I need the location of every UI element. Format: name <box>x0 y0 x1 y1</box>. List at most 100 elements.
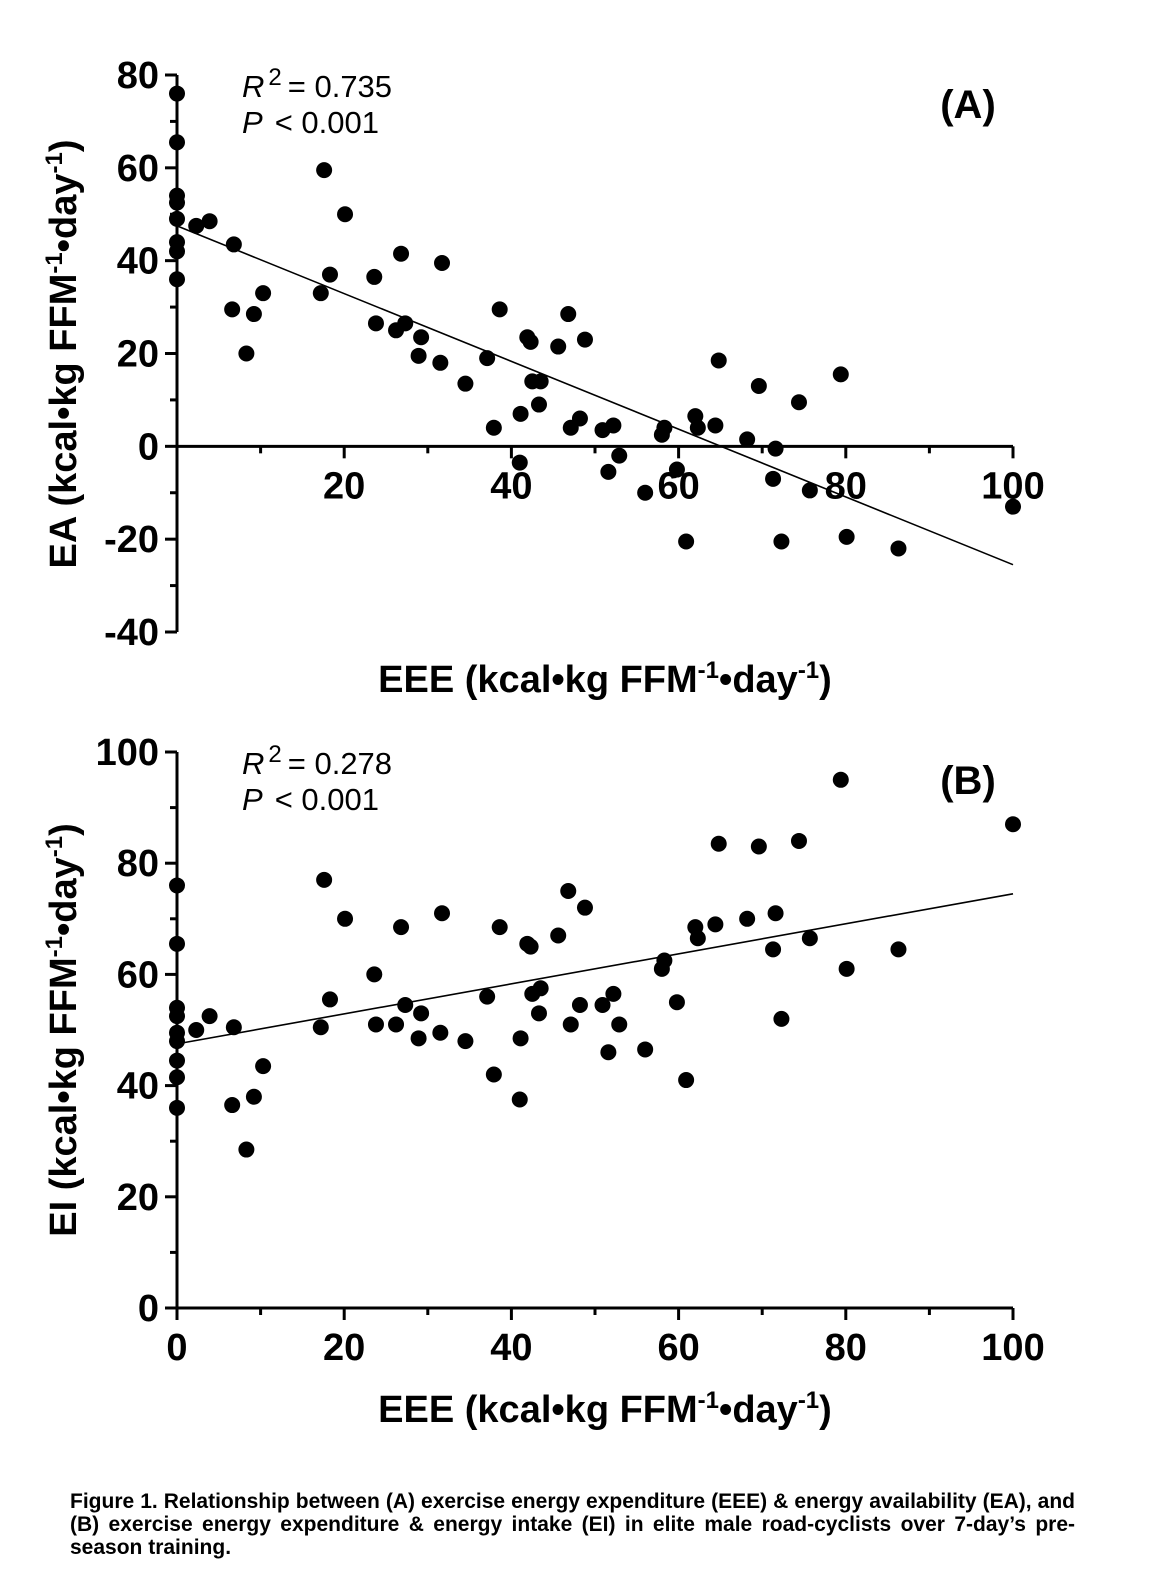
x-tick-label: 0 <box>166 1327 187 1369</box>
data-point <box>169 1033 185 1050</box>
data-point <box>169 243 185 260</box>
y-tick-label: 0 <box>138 1288 159 1330</box>
data-point <box>532 980 549 997</box>
data-point <box>169 271 185 288</box>
data-point <box>225 1019 242 1036</box>
data-point <box>479 350 496 367</box>
p-value-annotation: P < 0.001 <box>242 782 379 817</box>
regression-line <box>176 225 1014 566</box>
data-point <box>255 1058 272 1075</box>
data-point <box>337 910 354 927</box>
data-point <box>201 213 218 230</box>
y-axis-title: EI (kcal•kg FFM-1•day-1) <box>41 823 85 1237</box>
y-tick-label: -20 <box>104 519 159 561</box>
data-point <box>832 366 849 383</box>
data-point <box>367 1016 384 1033</box>
data-point <box>522 333 539 350</box>
data-point <box>388 1016 405 1033</box>
data-point <box>397 996 414 1013</box>
data-point <box>511 1091 528 1108</box>
y-tick-label: 100 <box>96 732 159 774</box>
data-point <box>600 463 617 480</box>
data-point <box>485 1066 502 1083</box>
data-point <box>838 528 855 545</box>
data-point <box>225 236 242 253</box>
data-point <box>890 540 907 557</box>
data-point <box>188 1022 205 1038</box>
data-point <box>750 838 767 855</box>
data-point <box>434 254 451 271</box>
data-point <box>773 533 790 550</box>
data-point <box>710 835 727 852</box>
data-point <box>560 883 577 899</box>
data-point <box>485 419 502 436</box>
data-point <box>491 301 508 318</box>
data-point <box>169 85 185 102</box>
y-tick-label: 0 <box>138 426 159 468</box>
data-point <box>1005 498 1021 515</box>
x-tick-label: 40 <box>490 465 532 507</box>
data-point <box>707 417 724 434</box>
data-point <box>169 1052 185 1069</box>
data-point <box>656 419 673 436</box>
data-point <box>413 1005 430 1022</box>
y-tick-label: 40 <box>117 1066 159 1108</box>
data-point <box>321 991 338 1008</box>
data-point <box>773 1010 790 1027</box>
r-squared-annotation: R 2 = 0.735 <box>242 64 392 104</box>
data-point <box>321 266 338 283</box>
data-point <box>511 454 528 471</box>
data-point <box>169 134 185 151</box>
data-point <box>245 1088 262 1105</box>
x-tick-label: 100 <box>981 1327 1044 1369</box>
data-point <box>397 315 414 332</box>
data-point <box>832 771 849 788</box>
data-point <box>491 919 508 936</box>
data-point <box>637 1041 654 1058</box>
figure: -40 -20 0 20 40 60 80 20 40 60 80 100 EEE (kcal•kg F… <box>41 55 1045 1431</box>
x-tick-label: 80 <box>825 1327 867 1369</box>
data-point <box>432 1024 449 1041</box>
panel-label: (B) <box>940 759 996 803</box>
chart-panel-b: 0 20 40 60 80 100 0 20 40 60 80 100 EEE (kcal•kg FFM… <box>41 732 1045 1431</box>
figure-caption: Figure 1. Relationship between (A) exerc… <box>70 1490 1075 1559</box>
data-point <box>316 871 333 888</box>
data-point <box>668 461 685 478</box>
data-point <box>410 1030 427 1047</box>
x-tick-label: 40 <box>490 1327 532 1369</box>
data-point <box>457 1033 474 1050</box>
data-point <box>890 941 907 958</box>
y-tick-label: 80 <box>117 55 159 97</box>
data-point <box>169 210 185 227</box>
data-point <box>201 1008 218 1025</box>
data-point <box>434 905 451 922</box>
data-point <box>457 375 474 392</box>
data-point <box>656 952 673 969</box>
data-point <box>530 396 547 413</box>
data-point <box>576 331 593 348</box>
data-point <box>1005 816 1021 833</box>
data-point <box>790 394 807 411</box>
x-tick-label: 20 <box>323 465 365 507</box>
regression-line <box>176 892 1014 1045</box>
x-tick-label: 80 <box>825 465 867 507</box>
data-point <box>560 306 577 323</box>
x-axis-title: EEE (kcal•kg FFM-1•day-1) <box>378 657 832 701</box>
data-point <box>767 440 784 457</box>
data-point <box>188 217 205 234</box>
x-axis-title: EEE (kcal•kg FFM-1•day-1) <box>378 1387 832 1431</box>
data-point <box>169 194 185 211</box>
y-tick-label: 60 <box>117 148 159 190</box>
data-point <box>432 354 449 371</box>
data-point <box>532 373 549 390</box>
data-point <box>312 285 329 302</box>
data-point <box>366 268 383 285</box>
p-value-annotation: P < 0.001 <box>242 105 379 140</box>
data-point <box>337 206 354 223</box>
data-point <box>366 966 383 983</box>
data-point <box>550 927 567 944</box>
data-point <box>169 1069 185 1086</box>
data-point <box>605 417 622 434</box>
data-point <box>512 1030 529 1047</box>
